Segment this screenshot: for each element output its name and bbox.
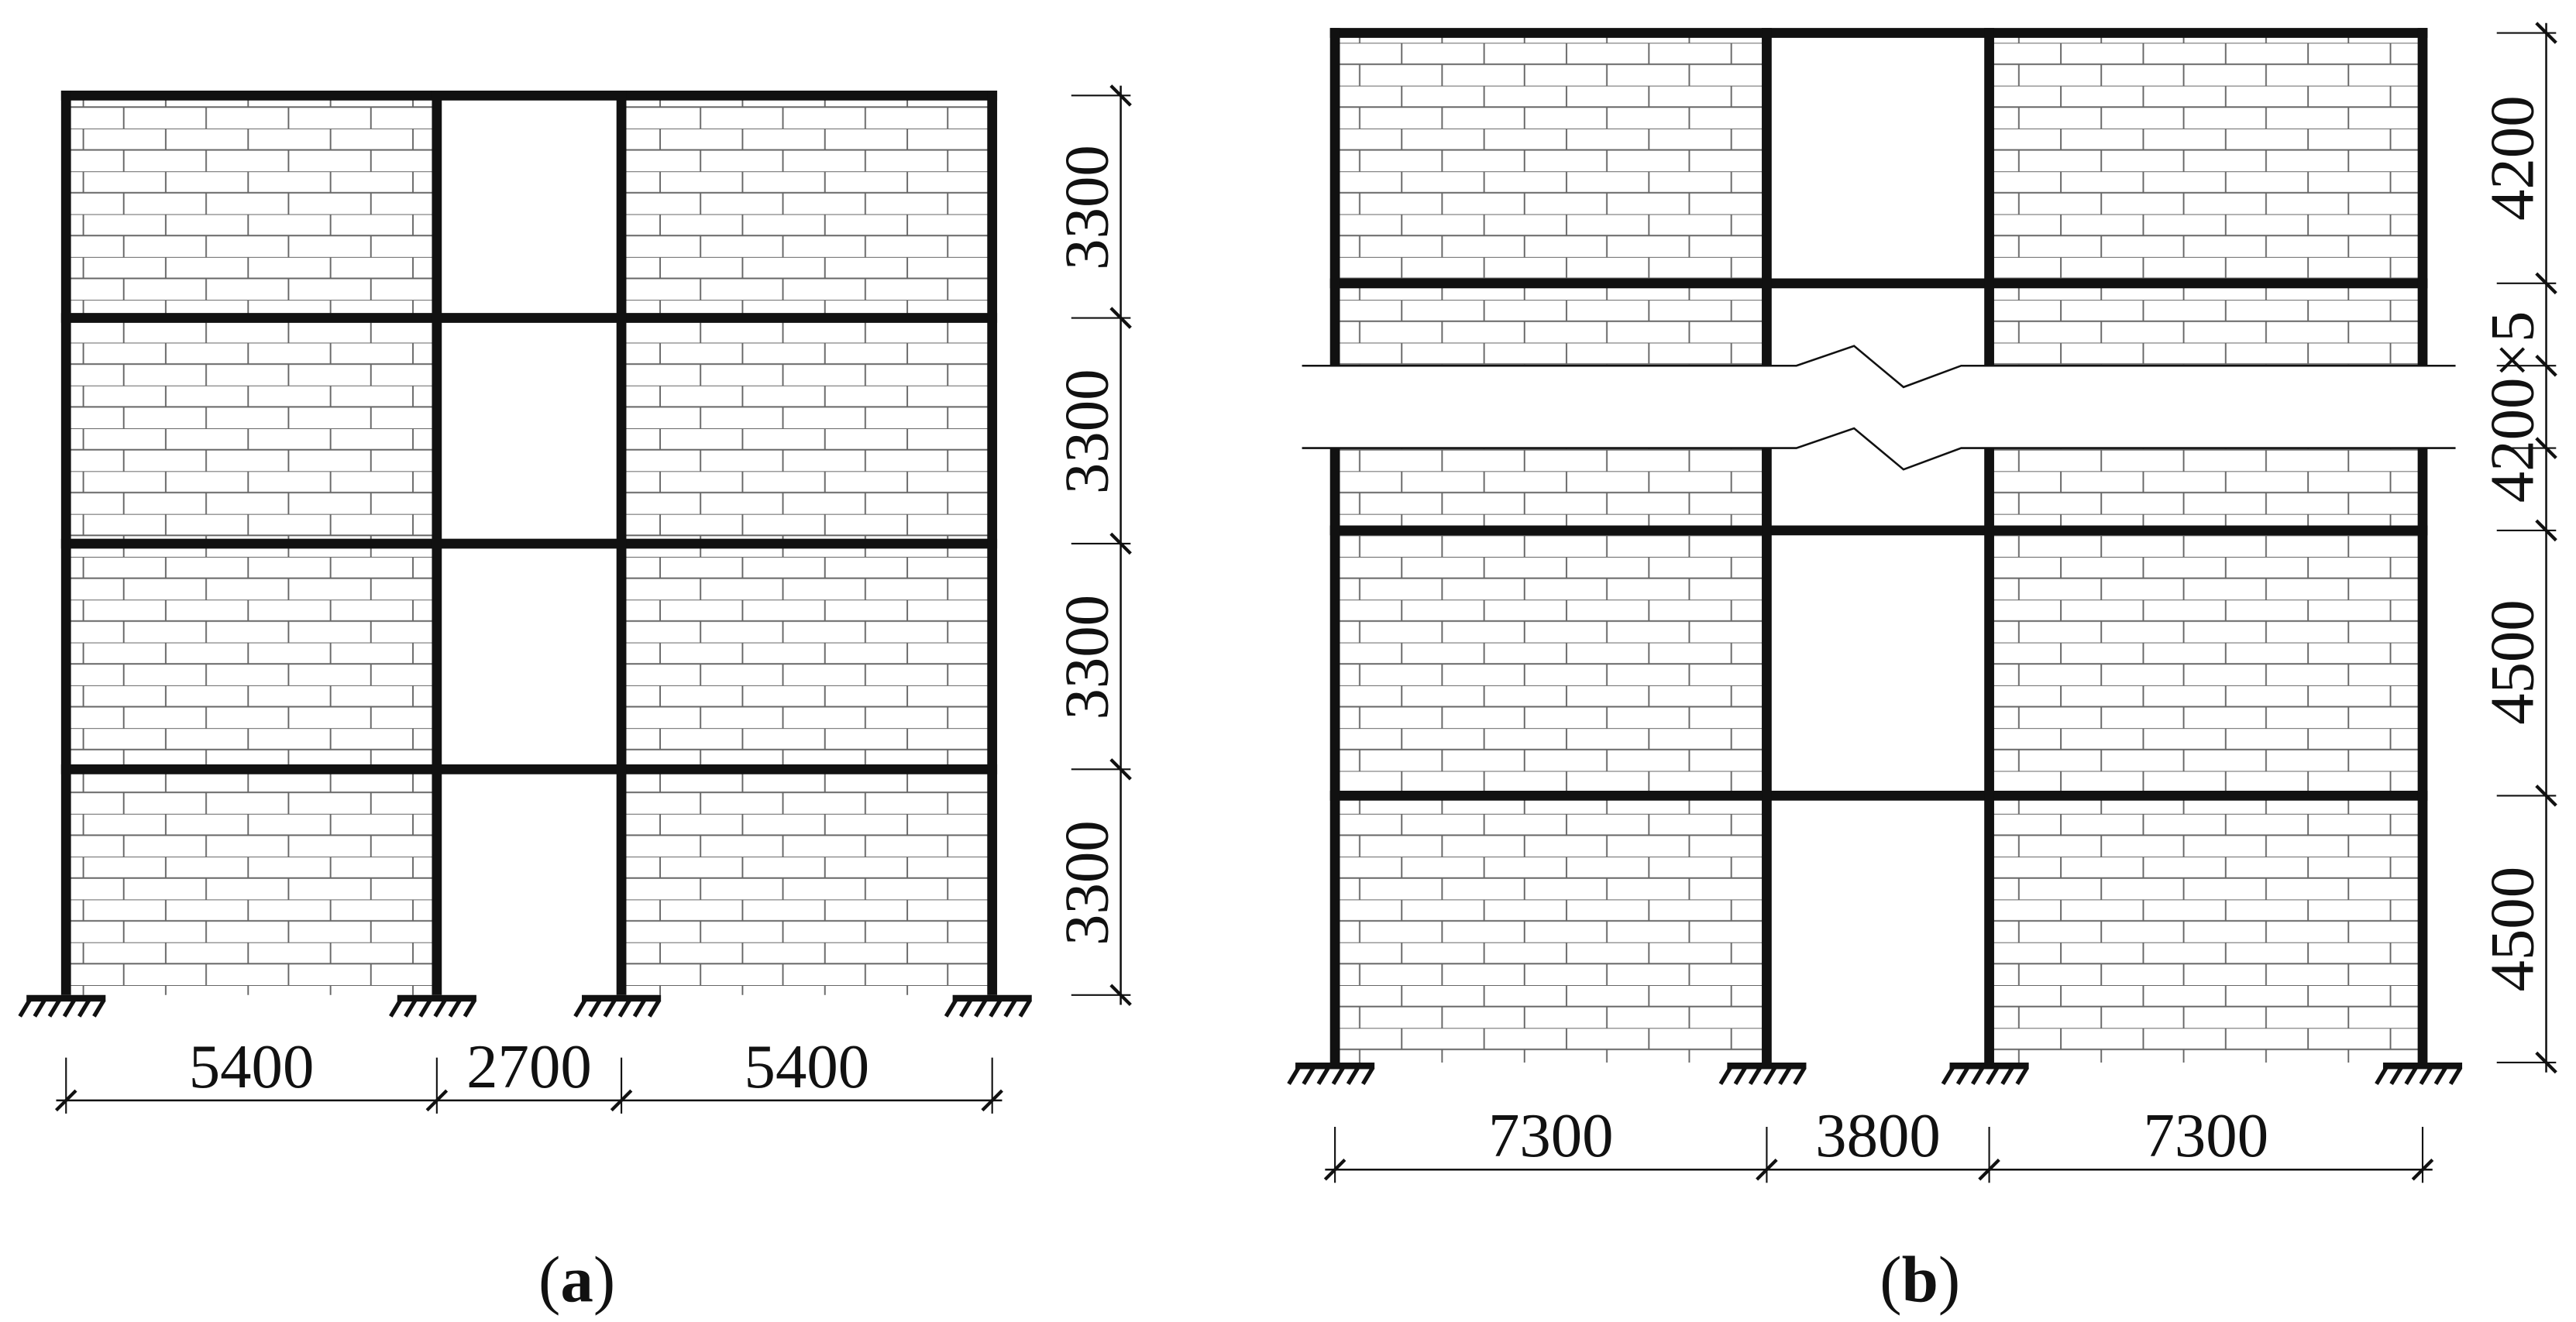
support-hatch	[989, 998, 1003, 1018]
dimension-label: 4200	[2478, 95, 2547, 221]
dimension-tick	[2535, 785, 2557, 807]
support-hatch	[974, 998, 988, 1018]
support-hatch	[603, 998, 617, 1018]
support-hatch	[1971, 1066, 1985, 1086]
support-hatch	[2404, 1066, 2418, 1086]
dimension-tick	[610, 1089, 633, 1112]
dimension-tick	[1109, 84, 1132, 107]
dimension-tick	[1323, 1158, 1346, 1181]
support-hatch	[1302, 1066, 1316, 1086]
dimension-tick	[1109, 758, 1132, 781]
dimension-tick	[1109, 984, 1132, 1007]
support-hatch	[92, 998, 106, 1018]
dimension-label: 3800	[1815, 1101, 1941, 1170]
support-hatch	[1331, 1066, 1346, 1086]
support-hatch	[1748, 1066, 1763, 1086]
support-hatch	[588, 998, 602, 1018]
dimension-tick	[981, 1089, 1003, 1112]
support-hatch	[18, 998, 32, 1018]
brick-wall	[1335, 448, 1767, 1063]
support-hatch	[389, 998, 403, 1018]
support-hatch	[47, 998, 62, 1018]
dimension-label: 7300	[1488, 1101, 1614, 1170]
support-hatch	[433, 998, 447, 1018]
caption-a: (a)	[538, 1243, 615, 1316]
support-hatch	[2375, 1066, 2389, 1086]
dimension-tick	[1109, 307, 1132, 329]
dimension-tick	[54, 1089, 77, 1112]
dimension-tick	[2535, 437, 2557, 459]
support-hatch	[2419, 1066, 2433, 1086]
dimension-tick	[2535, 22, 2557, 44]
dimension-label: 5400	[189, 1032, 315, 1101]
support-hatch	[1018, 998, 1032, 1018]
support-hatch	[1941, 1066, 1955, 1086]
brick-wall	[1989, 448, 2423, 1063]
dimension-tick	[1756, 1158, 1778, 1181]
dimension-label: 2700	[466, 1032, 592, 1101]
support-hatch	[647, 998, 662, 1018]
dimension-label: 3300	[1053, 369, 1122, 494]
support-hatch	[1778, 1066, 1792, 1086]
support-hatch	[404, 998, 418, 1018]
dimension-tick	[2535, 354, 2557, 377]
dimension-label: 4500	[2478, 599, 2547, 725]
dimension-tick	[2535, 519, 2557, 542]
dimension-tick	[1978, 1158, 2000, 1181]
support-hatch	[1361, 1066, 1375, 1086]
support-hatch	[1763, 1066, 1777, 1086]
support-hatch	[418, 998, 432, 1018]
dimension-label: 7300	[2143, 1101, 2268, 1170]
support-hatch	[463, 998, 477, 1018]
support-hatch	[1287, 1066, 1301, 1086]
brick-wall	[1335, 33, 1767, 366]
support-hatch	[632, 998, 647, 1018]
support-hatch	[2000, 1066, 2014, 1086]
dimension-label: 4500	[2478, 867, 2547, 992]
support-hatch	[944, 998, 958, 1018]
dimension-tick	[425, 1089, 449, 1112]
dimension-label: 4200×5	[2478, 311, 2547, 503]
support-hatch	[573, 998, 587, 1018]
support-hatch	[1718, 1066, 1732, 1086]
support-hatch	[2433, 1066, 2448, 1086]
support-hatch	[617, 998, 632, 1018]
support-hatch	[1346, 1066, 1360, 1086]
support-hatch	[958, 998, 973, 1018]
dimension-tick	[2411, 1158, 2434, 1181]
dimension-label: 5400	[745, 1032, 870, 1101]
dimension-label: 3300	[1053, 820, 1122, 946]
caption-b: (b)	[1880, 1243, 1960, 1316]
dimension-tick	[2535, 1051, 2557, 1074]
support-hatch	[1003, 998, 1017, 1018]
support-hatch	[1793, 1066, 1807, 1086]
support-hatch	[33, 998, 46, 1018]
dimension-label: 3300	[1053, 595, 1122, 720]
break-line	[1302, 345, 2456, 389]
support-hatch	[1986, 1066, 2000, 1086]
support-hatch	[1733, 1066, 1748, 1086]
break-line	[1302, 427, 2456, 471]
brick-wall	[1989, 33, 2423, 366]
dimension-label: 3300	[1053, 145, 1122, 270]
support-hatch	[77, 998, 91, 1018]
support-hatch	[2015, 1066, 2029, 1086]
dimension-tick	[1109, 532, 1132, 555]
support-hatch	[2389, 1066, 2403, 1086]
support-hatch	[1316, 1066, 1330, 1086]
dimension-tick	[2535, 272, 2557, 295]
support-hatch	[2448, 1066, 2463, 1086]
support-hatch	[62, 998, 77, 1018]
support-hatch	[448, 998, 462, 1018]
support-hatch	[1955, 1066, 1970, 1086]
